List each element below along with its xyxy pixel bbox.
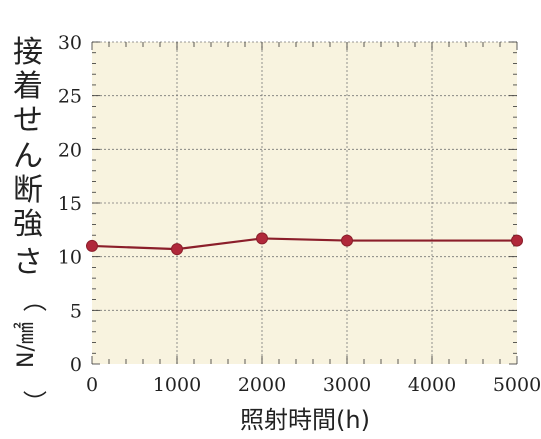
series-line-group [86, 232, 523, 256]
data-point [171, 243, 183, 256]
y-tick-label: 5 [70, 300, 82, 322]
y-axis-title-char: 着 [13, 69, 43, 104]
x-tick-label: 5000 [493, 374, 541, 396]
grid-lines [92, 41, 517, 364]
data-point [86, 239, 98, 252]
y-tick-label: 20 [58, 139, 82, 161]
y-tick-label: 15 [58, 193, 82, 215]
y-axis-title-char: 接 [13, 35, 43, 70]
y-axis-title-char: 断 [13, 173, 43, 208]
y-axis-title-paren: （ [20, 288, 48, 312]
x-axis-title: 照射時間(h) [240, 406, 370, 434]
y-tick-label: 10 [58, 247, 82, 269]
data-point [341, 234, 353, 247]
data-point [511, 234, 523, 247]
y-axis-title-char: ん [13, 139, 43, 174]
x-tick-label: 1000 [153, 374, 201, 396]
y-axis-title-char: せ [13, 103, 43, 138]
axis-ticks [91, 41, 518, 365]
x-tick-label: 4000 [408, 374, 456, 396]
y-tick-label: 0 [70, 354, 82, 376]
y-axis-title-unit: N/㎟ [13, 322, 39, 368]
y-tick-labels: 0 5 10 15 20 25 30 [58, 32, 82, 376]
data-point [256, 232, 268, 245]
x-tick-label: 0 [86, 374, 98, 396]
y-axis-title-char: さ [13, 245, 43, 280]
y-tick-label: 25 [58, 86, 82, 108]
x-tick-label: 3000 [323, 374, 371, 396]
y-tick-label: 30 [58, 32, 82, 54]
y-axis-title-char: 強 [13, 207, 43, 242]
y-axis-title-paren: ） [20, 390, 48, 414]
x-tick-label: 2000 [238, 374, 286, 396]
x-tick-labels: 0 1000 2000 3000 4000 5000 [86, 374, 541, 396]
